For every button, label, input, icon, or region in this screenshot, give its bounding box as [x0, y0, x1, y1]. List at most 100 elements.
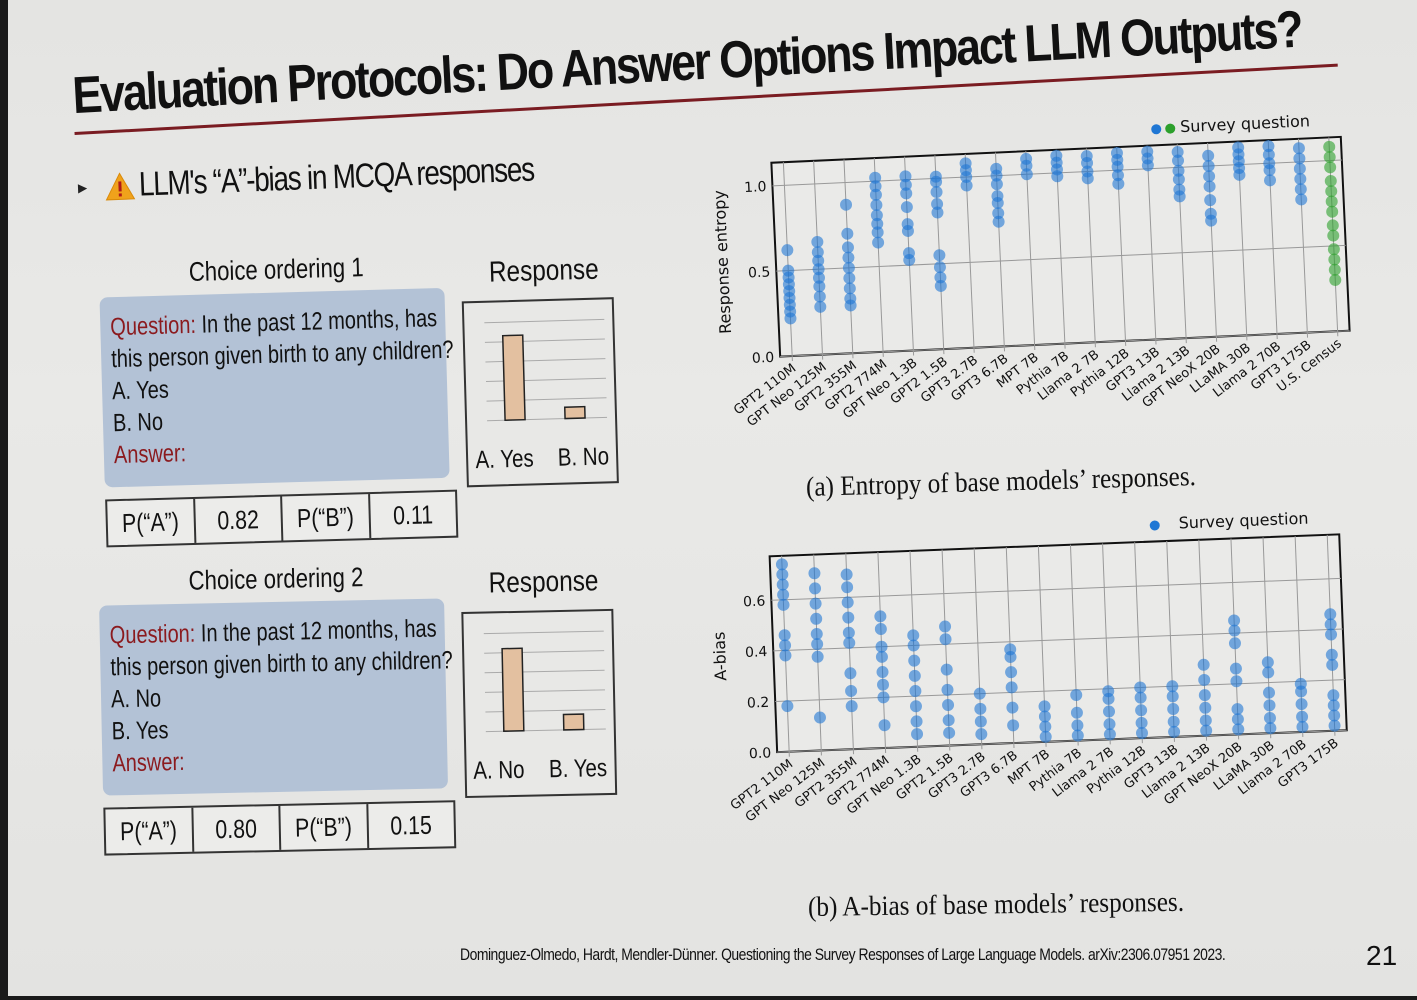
model-point	[841, 241, 854, 254]
model-point	[1324, 608, 1337, 621]
y-tick-label: 0.2	[747, 695, 770, 712]
model-point	[812, 254, 825, 267]
model-point	[877, 678, 890, 691]
model-point	[869, 171, 882, 184]
model-point	[1199, 701, 1212, 714]
model-point	[911, 728, 924, 741]
model-point	[908, 669, 921, 682]
model-point	[1070, 706, 1083, 719]
model-point	[899, 178, 912, 191]
response-chart: A. No B. Yes	[461, 608, 618, 799]
model-point	[1294, 183, 1307, 196]
p-b-label-cell: P(“B”)	[280, 804, 369, 850]
p-b-value: 0.11	[392, 498, 434, 530]
model-point	[1172, 154, 1185, 167]
x-gridline	[1055, 149, 1066, 349]
model-point	[1038, 700, 1051, 713]
census-point	[1325, 195, 1338, 208]
model-point	[939, 620, 952, 633]
model-point	[959, 157, 972, 170]
model-point	[1007, 719, 1020, 732]
model-point	[811, 638, 824, 651]
p-b-value: 0.15	[389, 809, 433, 841]
model-point	[875, 640, 888, 653]
response-chart: A. Yes B. No	[461, 297, 619, 488]
model-point	[845, 684, 858, 697]
model-point	[942, 699, 955, 712]
model-point	[811, 650, 824, 663]
plot-area	[768, 533, 1348, 754]
model-point	[1293, 162, 1306, 175]
answer-label: Answer:	[112, 747, 185, 778]
model-point	[781, 244, 794, 257]
y-tick-label: 0.6	[743, 593, 766, 610]
model-point	[1263, 686, 1276, 699]
response-gridline	[484, 318, 605, 324]
census-point	[1324, 161, 1337, 174]
model-point	[813, 280, 826, 293]
model-point	[909, 700, 922, 713]
y-gridline	[771, 577, 1341, 601]
model-point	[777, 598, 790, 611]
census-point	[1327, 243, 1340, 256]
model-point	[1004, 643, 1017, 656]
response-label-b: B. Yes	[548, 754, 608, 784]
y-axis-label: A-bias	[710, 631, 731, 681]
p-b-value-cell: 0.11	[370, 492, 457, 538]
model-point	[1134, 681, 1147, 694]
response-bars-svg	[484, 318, 608, 422]
model-point	[1263, 711, 1276, 724]
y-gridline	[777, 729, 1347, 753]
model-point	[843, 636, 856, 649]
model-point	[1135, 704, 1148, 717]
bullet-arrow-icon: ▶	[77, 180, 88, 195]
model-point	[973, 687, 986, 700]
census-point	[1327, 229, 1340, 242]
model-point	[1198, 673, 1211, 686]
census-point	[1324, 174, 1337, 187]
model-point	[843, 272, 856, 285]
model-point	[934, 279, 947, 292]
question-box: Question: In the past 12 months, has thi…	[99, 287, 454, 488]
model-point	[929, 170, 942, 183]
legend-marker	[1151, 124, 1162, 135]
model-point	[1296, 720, 1309, 733]
model-point	[1173, 183, 1186, 196]
model-point	[842, 611, 855, 624]
caption-b: (b) A-bias of base models’ responses.	[807, 886, 1185, 923]
model-point	[1232, 723, 1245, 736]
model-point	[870, 209, 883, 222]
census-point	[1326, 219, 1339, 232]
census-point	[1323, 151, 1336, 164]
model-point	[1327, 699, 1340, 712]
model-point	[1296, 710, 1309, 723]
y-gridline	[775, 679, 1345, 703]
p-b-value-cell: 0.15	[368, 802, 454, 848]
model-point	[813, 290, 826, 303]
model-point	[877, 691, 890, 704]
model-point	[1325, 648, 1338, 661]
model-point	[811, 246, 824, 259]
model-point	[1261, 656, 1274, 669]
bullet-text: LLM's “A”-bias in MCQA responses	[138, 150, 535, 204]
model-point	[1204, 194, 1217, 207]
model-point	[779, 649, 792, 662]
response-bars-svg	[483, 630, 606, 733]
question-text: In the past 12 months, has	[195, 614, 437, 648]
response-bar	[501, 647, 525, 732]
model-point	[1103, 728, 1116, 741]
model-point	[1325, 628, 1338, 641]
y-tick-label: 0.5	[748, 264, 771, 281]
model-point	[1005, 666, 1018, 679]
warning-icon	[105, 171, 136, 200]
model-point	[1167, 715, 1180, 728]
slide: Evaluation Protocols: Do Answer Options …	[8, 0, 1417, 996]
model-point	[1262, 148, 1275, 161]
model-point	[1135, 727, 1148, 740]
legend-marker	[1149, 520, 1160, 531]
model-point	[1039, 720, 1052, 733]
model-point	[1134, 691, 1147, 704]
model-point	[909, 685, 922, 698]
model-point	[1264, 174, 1277, 187]
model-point	[1103, 718, 1116, 731]
